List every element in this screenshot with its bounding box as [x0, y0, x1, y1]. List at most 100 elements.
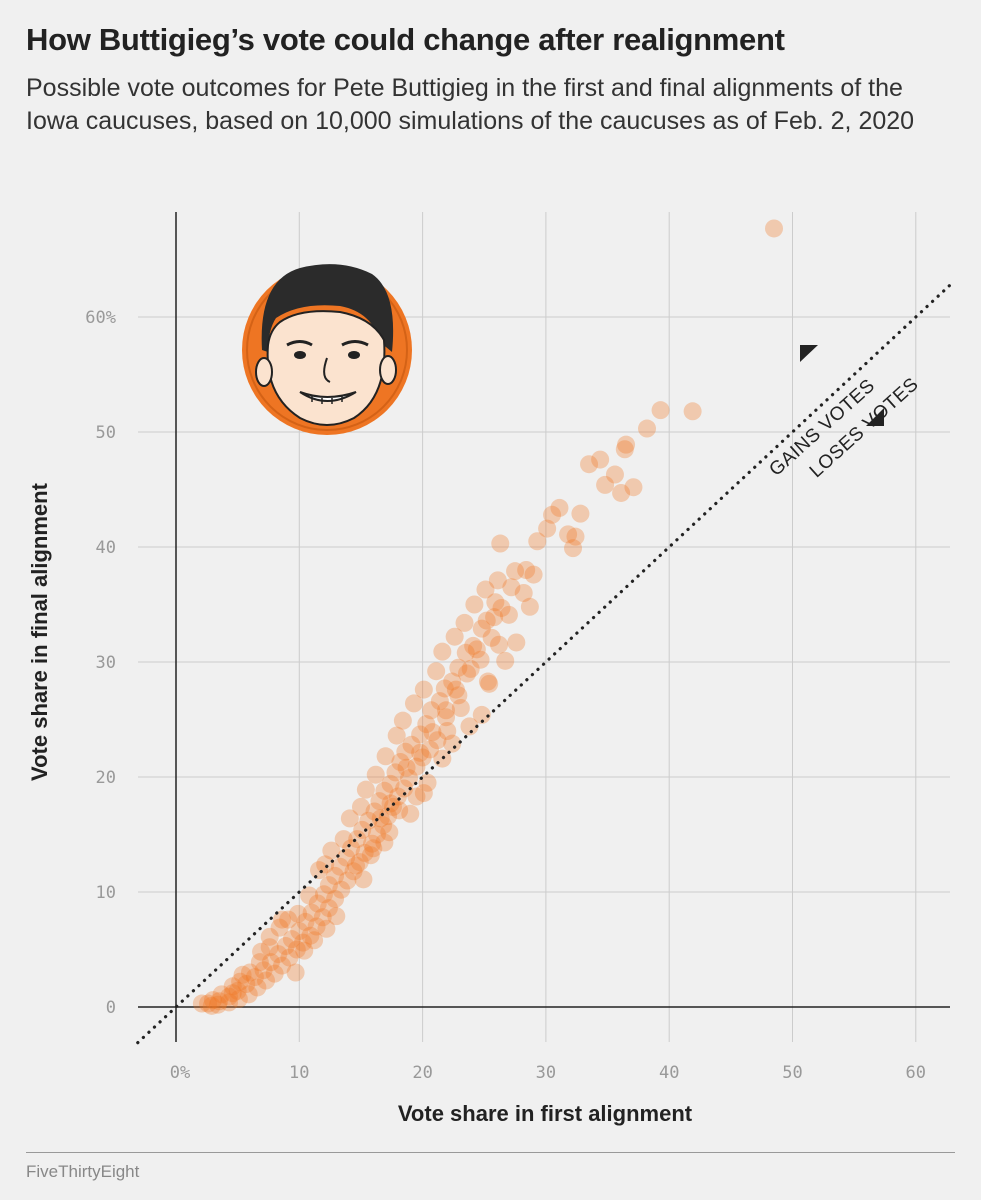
axes	[138, 212, 950, 1042]
scatter-chart: 0% 10 20 30 40 50 60 0 10 20 30 40 50 60% GAINS VOTES…	[27, 212, 952, 1126]
data-point	[220, 993, 239, 1012]
data-point	[340, 809, 359, 828]
x-axis-label: Vote share in first alignment	[398, 1101, 693, 1126]
data-point	[280, 948, 299, 967]
data-point	[374, 816, 393, 835]
data-point	[496, 651, 515, 670]
data-point	[293, 933, 312, 952]
data-point	[617, 435, 636, 454]
data-point	[257, 971, 276, 990]
data-point	[472, 705, 491, 724]
data-point	[334, 830, 353, 849]
data-point	[397, 758, 416, 777]
data-point	[401, 804, 420, 823]
y-tick-label: 10	[96, 883, 116, 903]
data-point	[364, 839, 383, 858]
data-points	[192, 219, 784, 1015]
data-point	[404, 694, 423, 713]
data-point	[464, 636, 483, 655]
data-point	[435, 679, 454, 698]
data-point	[337, 848, 356, 867]
footer-divider	[26, 1152, 955, 1153]
data-point	[354, 870, 373, 889]
data-point	[270, 918, 289, 937]
data-point	[289, 904, 308, 923]
data-point	[490, 635, 509, 654]
data-point	[420, 740, 439, 759]
data-point	[460, 717, 479, 736]
data-point	[765, 219, 784, 238]
data-point	[326, 866, 345, 885]
data-point	[359, 811, 378, 830]
data-point	[683, 402, 702, 421]
data-point	[465, 595, 484, 614]
data-point	[443, 734, 462, 753]
data-point	[615, 440, 634, 459]
data-point	[305, 931, 324, 950]
data-point	[502, 578, 521, 597]
data-point	[319, 899, 338, 918]
data-point	[446, 680, 465, 699]
data-point	[580, 455, 599, 474]
data-point	[388, 787, 407, 806]
data-point	[478, 672, 497, 691]
data-point	[482, 628, 501, 647]
data-point	[307, 917, 326, 936]
data-point	[396, 742, 415, 761]
data-point	[449, 658, 468, 677]
data-point	[528, 532, 547, 551]
data-point	[319, 876, 338, 895]
data-point	[282, 930, 301, 949]
data-point	[390, 801, 409, 820]
x-tick-label: 60	[906, 1063, 926, 1083]
data-point	[376, 747, 395, 766]
data-point	[391, 753, 410, 772]
data-point	[437, 708, 456, 727]
data-point	[302, 903, 321, 922]
data-point	[456, 643, 475, 662]
data-point	[199, 994, 218, 1013]
data-point	[301, 926, 320, 945]
data-point	[507, 633, 526, 652]
diagonal-reference-line	[136, 283, 952, 1045]
data-point	[344, 862, 363, 881]
data-point	[210, 992, 229, 1011]
y-tick-label: 60%	[85, 308, 116, 328]
data-point	[651, 401, 670, 420]
data-point	[422, 701, 441, 720]
data-point	[471, 650, 490, 669]
data-point	[261, 953, 280, 972]
data-point	[499, 605, 518, 624]
data-point	[506, 562, 525, 581]
data-point	[380, 823, 399, 842]
data-point	[379, 807, 398, 826]
data-point	[347, 856, 366, 875]
data-point	[418, 773, 437, 792]
data-point	[550, 498, 569, 517]
data-point	[342, 839, 361, 858]
data-point	[233, 965, 252, 984]
data-point	[316, 855, 335, 874]
data-point	[564, 539, 583, 558]
data-point	[203, 991, 222, 1010]
data-point	[517, 561, 536, 579]
data-point	[381, 794, 400, 813]
y-tick-label: 0	[106, 998, 116, 1018]
data-point	[543, 505, 562, 524]
pete-buttigieg-caricature-icon	[242, 264, 412, 435]
y-tick-label: 40	[96, 538, 116, 558]
data-point	[208, 995, 227, 1014]
data-point	[596, 475, 615, 494]
y-tick-label: 30	[96, 653, 116, 673]
data-point	[202, 996, 221, 1015]
data-point	[223, 984, 242, 1003]
data-point	[314, 885, 333, 904]
y-tick-label: 50	[96, 423, 116, 443]
data-point	[365, 802, 384, 821]
x-tick-label: 10	[289, 1063, 309, 1083]
footer-source: FiveThirtyEight	[26, 1162, 140, 1181]
data-point	[252, 942, 271, 961]
chart-title: How Buttigieg’s vote could change after …	[26, 22, 785, 57]
data-point	[414, 680, 433, 699]
data-point	[476, 580, 495, 599]
